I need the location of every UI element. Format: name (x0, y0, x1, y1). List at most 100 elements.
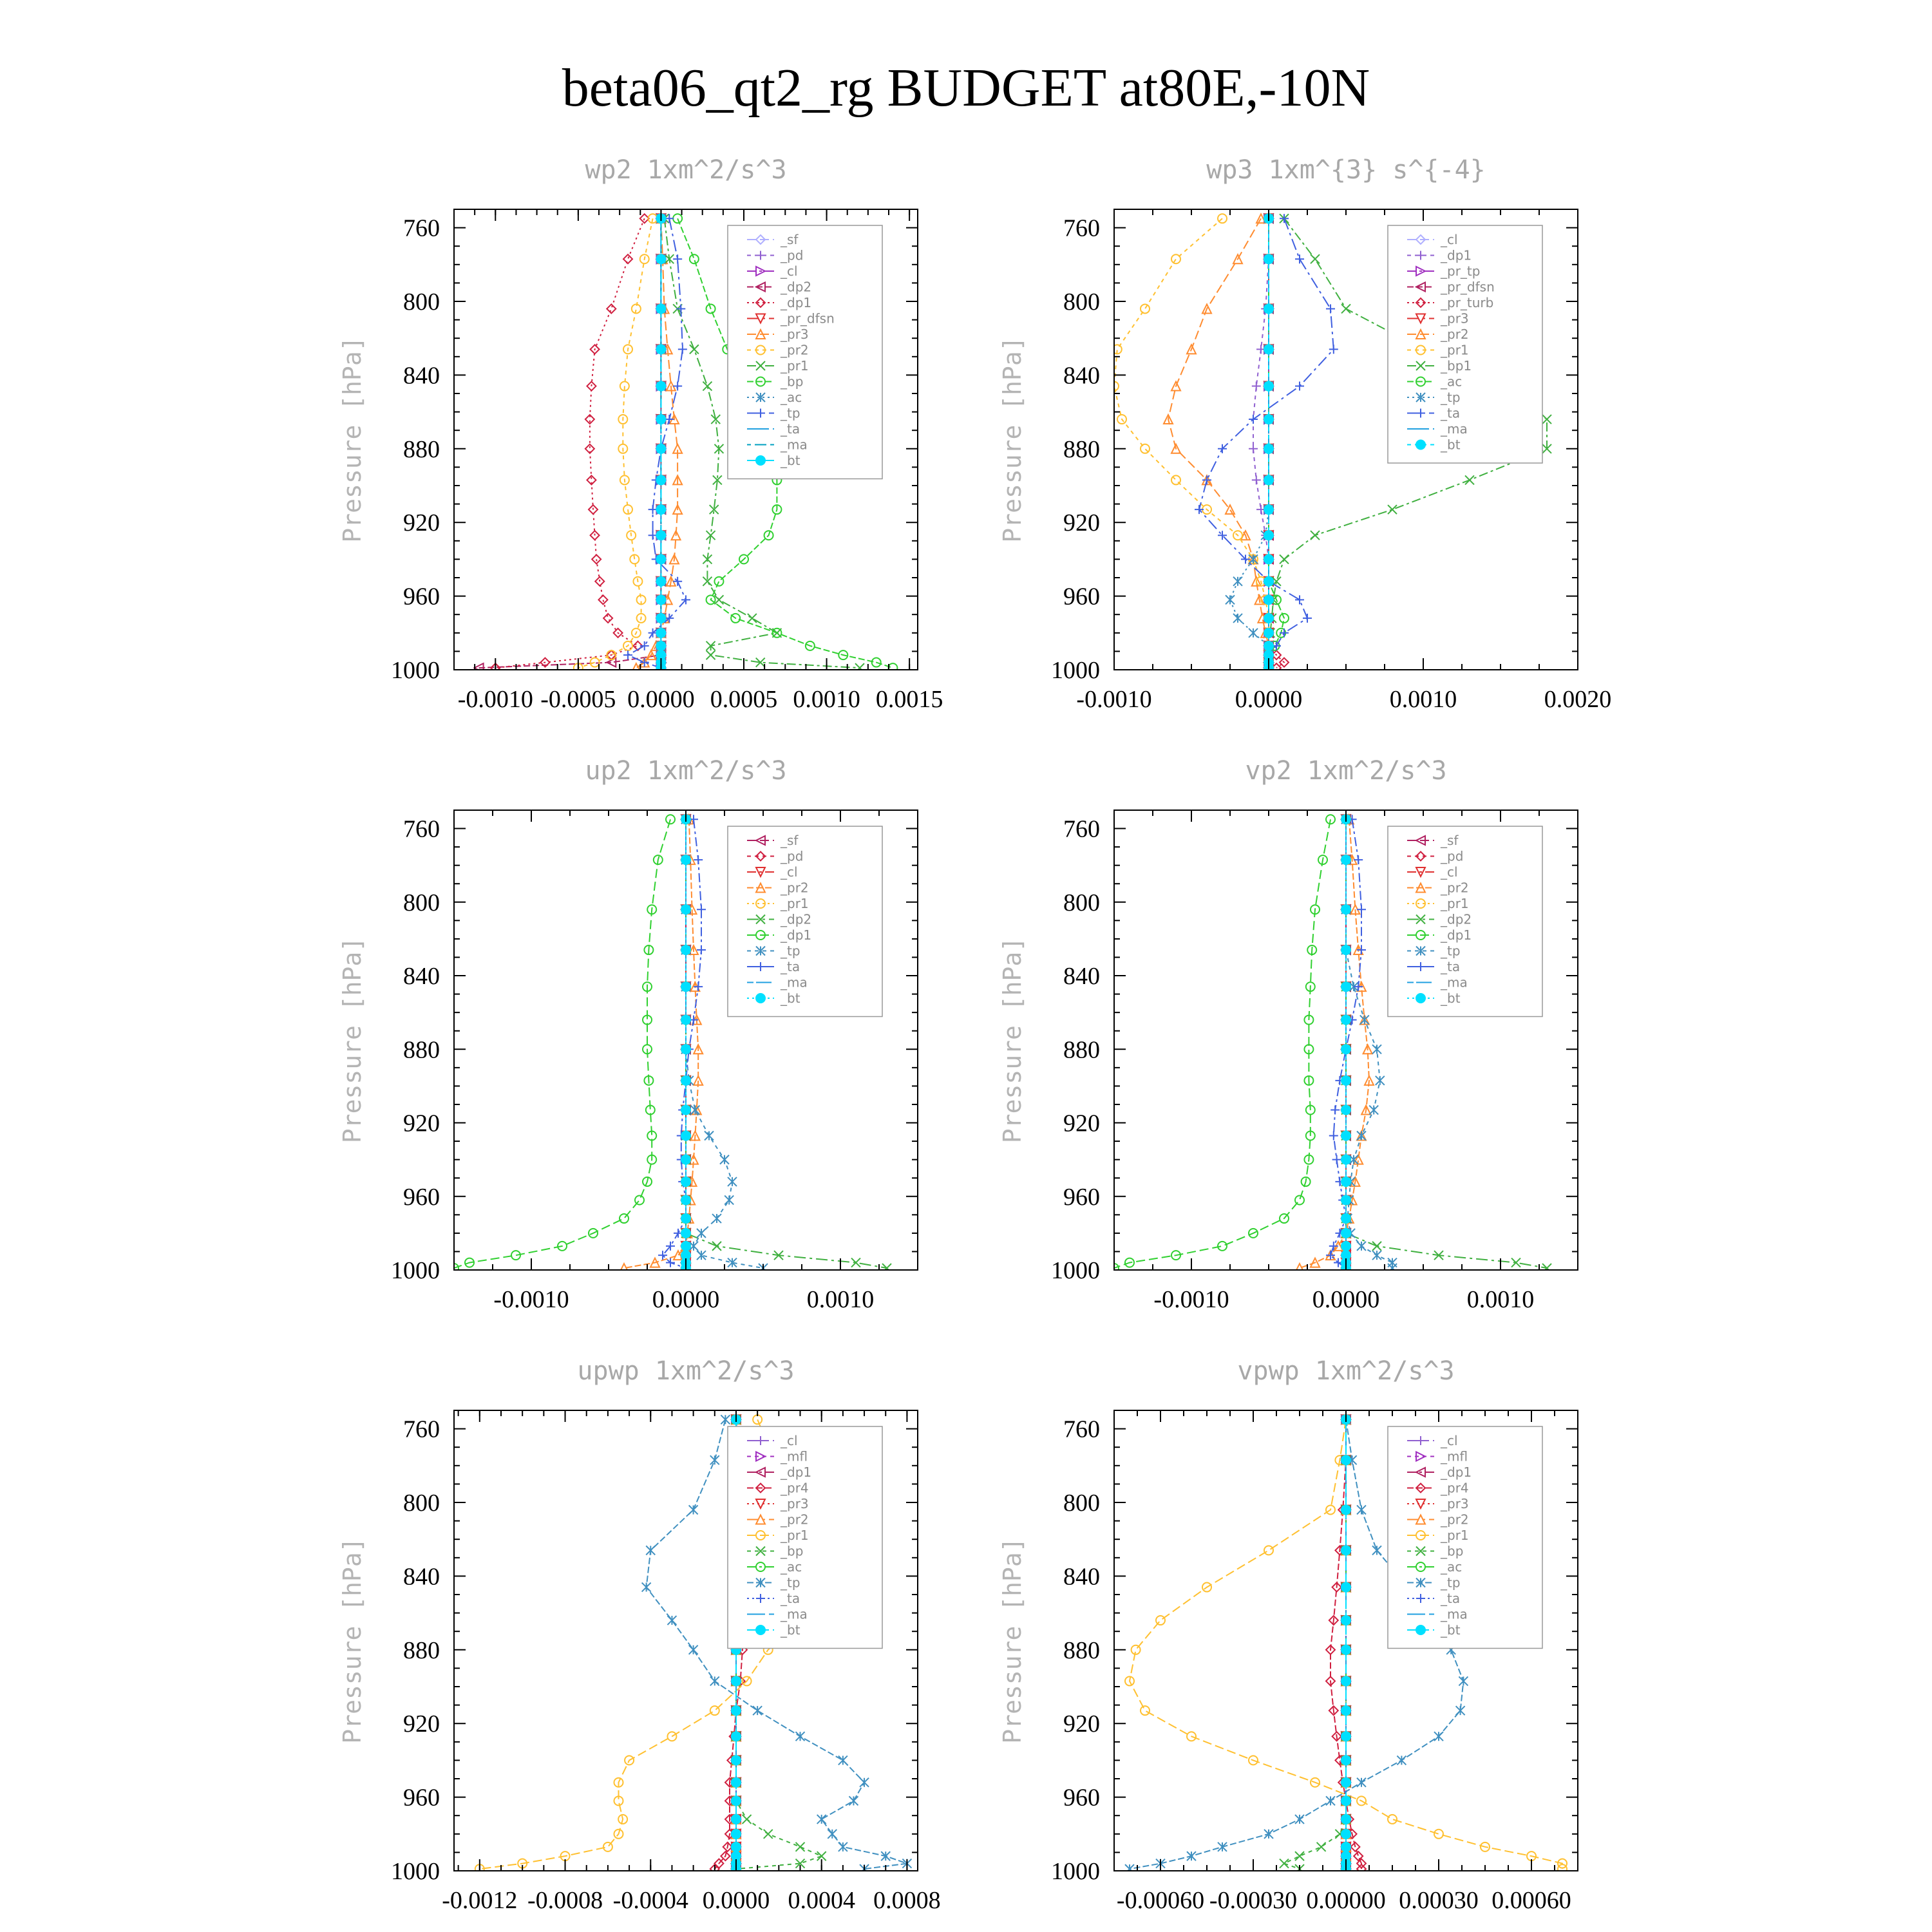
point-c0-s7 (618, 414, 629, 425)
point-c5-s12 (1341, 1841, 1351, 1852)
series-line-dp1 (454, 819, 671, 1269)
point-c0-s9 (838, 650, 849, 661)
point-c1-s8 (1310, 530, 1320, 540)
point-c0-s8 (702, 554, 713, 565)
plot-area (1114, 813, 1552, 1270)
point-c0-s9 (705, 303, 716, 314)
x-tick-label: 0.0008 (873, 1887, 941, 1914)
point-c4-sleg7 (755, 1546, 766, 1557)
point-c3-s10 (1341, 1176, 1351, 1187)
legend-entry: _ma (1440, 421, 1468, 437)
point-c1-s11 (1249, 415, 1258, 424)
point-c1-s8 (1464, 475, 1475, 486)
point-c0-s4 (540, 657, 551, 668)
point-c0-s4 (602, 612, 614, 624)
point-c1-s6 (1255, 213, 1267, 224)
point-c5-s6 (1325, 1504, 1336, 1515)
legend-entry: _pr2 (1440, 1512, 1469, 1528)
point-c3-s7 (1372, 1250, 1382, 1260)
point-c0-sleg1 (756, 251, 765, 260)
point-c0-s8 (702, 576, 713, 587)
legend-entry: _tp (780, 943, 800, 959)
point-c1-s13 (1264, 504, 1274, 515)
legend-entry: _ac (780, 390, 802, 405)
point-c3-s8 (1354, 982, 1363, 992)
point-c1-s7 (1171, 254, 1181, 265)
point-c0-s14 (656, 381, 667, 392)
point-c5-s7 (1294, 1851, 1305, 1861)
point-c4-s9 (838, 1842, 848, 1852)
point-c0-s11 (623, 650, 632, 660)
point-c1-s8 (1387, 504, 1397, 515)
point-c2-s5 (712, 1241, 722, 1251)
point-c4-s9 (848, 1795, 859, 1806)
point-c0-s8 (705, 650, 716, 660)
y-tick-label: 920 (1063, 509, 1100, 536)
point-c4-s9 (710, 1455, 720, 1465)
series-line-tp (1229, 218, 1269, 668)
legend-entry: _cl (1440, 1433, 1458, 1448)
point-c0-s11 (639, 658, 649, 667)
point-c4-s7 (816, 1851, 827, 1861)
point-c5-sleg5 (1415, 1513, 1426, 1525)
x-tick-label: 0.0005 (710, 686, 778, 713)
point-c3-s8 (1354, 855, 1363, 865)
plot-frame (453, 209, 918, 670)
point-c2-s7 (727, 1177, 737, 1187)
point-c1-s11 (1218, 531, 1227, 540)
y-tick-label: 800 (403, 289, 440, 316)
point-c0-s14 (656, 475, 667, 486)
y-tick-label: 840 (403, 1563, 440, 1590)
point-c3-s6 (1305, 1104, 1316, 1115)
point-c1-s1 (1249, 444, 1258, 453)
point-c0-s4 (632, 640, 643, 652)
point-c5-sleg1 (1416, 1450, 1427, 1463)
point-c2-s3 (692, 1074, 704, 1086)
point-c4-s12 (730, 1731, 741, 1742)
point-c2-s3 (689, 1130, 701, 1141)
point-c2-s10 (681, 1154, 691, 1165)
point-c0-s8 (855, 663, 865, 670)
y-axis-label: Pressure [hPa] (998, 1537, 1027, 1743)
x-tick-label: 0.0000 (652, 1286, 720, 1313)
point-c3-s8 (1332, 1155, 1341, 1164)
y-tick-label: 920 (403, 1110, 440, 1137)
panel-title: vp2 1xm^2/s^3 (1245, 756, 1446, 786)
point-c1-sleg2 (1416, 265, 1427, 277)
point-c1-s1 (1251, 475, 1261, 485)
series-line-pr2 (578, 218, 654, 669)
point-c1-sleg10 (1416, 392, 1426, 402)
point-c1-s7 (1171, 475, 1181, 486)
x-tick-label: -0.0010 (458, 686, 533, 713)
y-tick-label: 760 (403, 1416, 440, 1443)
point-c3-s7 (1372, 1044, 1382, 1054)
point-c2-s5 (773, 1250, 784, 1260)
series-line-dp1 (1114, 819, 1331, 1269)
point-c5-sleg8 (1416, 1562, 1426, 1572)
legend-entry: _pr1 (1440, 896, 1469, 911)
legend: _cl_mfl_dp1_pr4_pr3_pr2_pr1_bp_ac_tp_ta_… (727, 1426, 883, 1649)
point-c3-s10 (1341, 945, 1351, 956)
y-tick-label: 840 (403, 963, 440, 990)
point-c2-s10 (681, 1213, 691, 1224)
x-tick-label: -0.0004 (613, 1887, 688, 1914)
y-tick-label: 960 (403, 583, 440, 611)
legend-entry: _pr3 (780, 1496, 809, 1511)
point-c0-s4 (584, 443, 596, 455)
point-c0-s7 (639, 254, 650, 265)
point-c0-sleg8 (755, 361, 766, 371)
point-c0-s4 (489, 662, 501, 670)
chart-panel-upwp: upwp 1xm^2/s^3 Pressure [hPa] 760 800 840 880… (338, 1356, 941, 1914)
legend-entry: _dp1 (780, 927, 811, 943)
point-c0-s8 (755, 657, 766, 668)
point-c0-sleg7 (755, 345, 766, 355)
point-c2-s3 (688, 1153, 699, 1165)
point-c2-s10 (681, 1240, 691, 1251)
point-c4-s6 (752, 1414, 763, 1425)
point-c0-sleg9 (755, 376, 766, 387)
point-c4-s12 (730, 1705, 741, 1716)
point-c5-s12 (1341, 1795, 1351, 1806)
point-c3-s7 (1356, 1241, 1367, 1251)
point-c2-s7 (704, 1130, 714, 1141)
point-c4-sleg3 (755, 1482, 766, 1493)
